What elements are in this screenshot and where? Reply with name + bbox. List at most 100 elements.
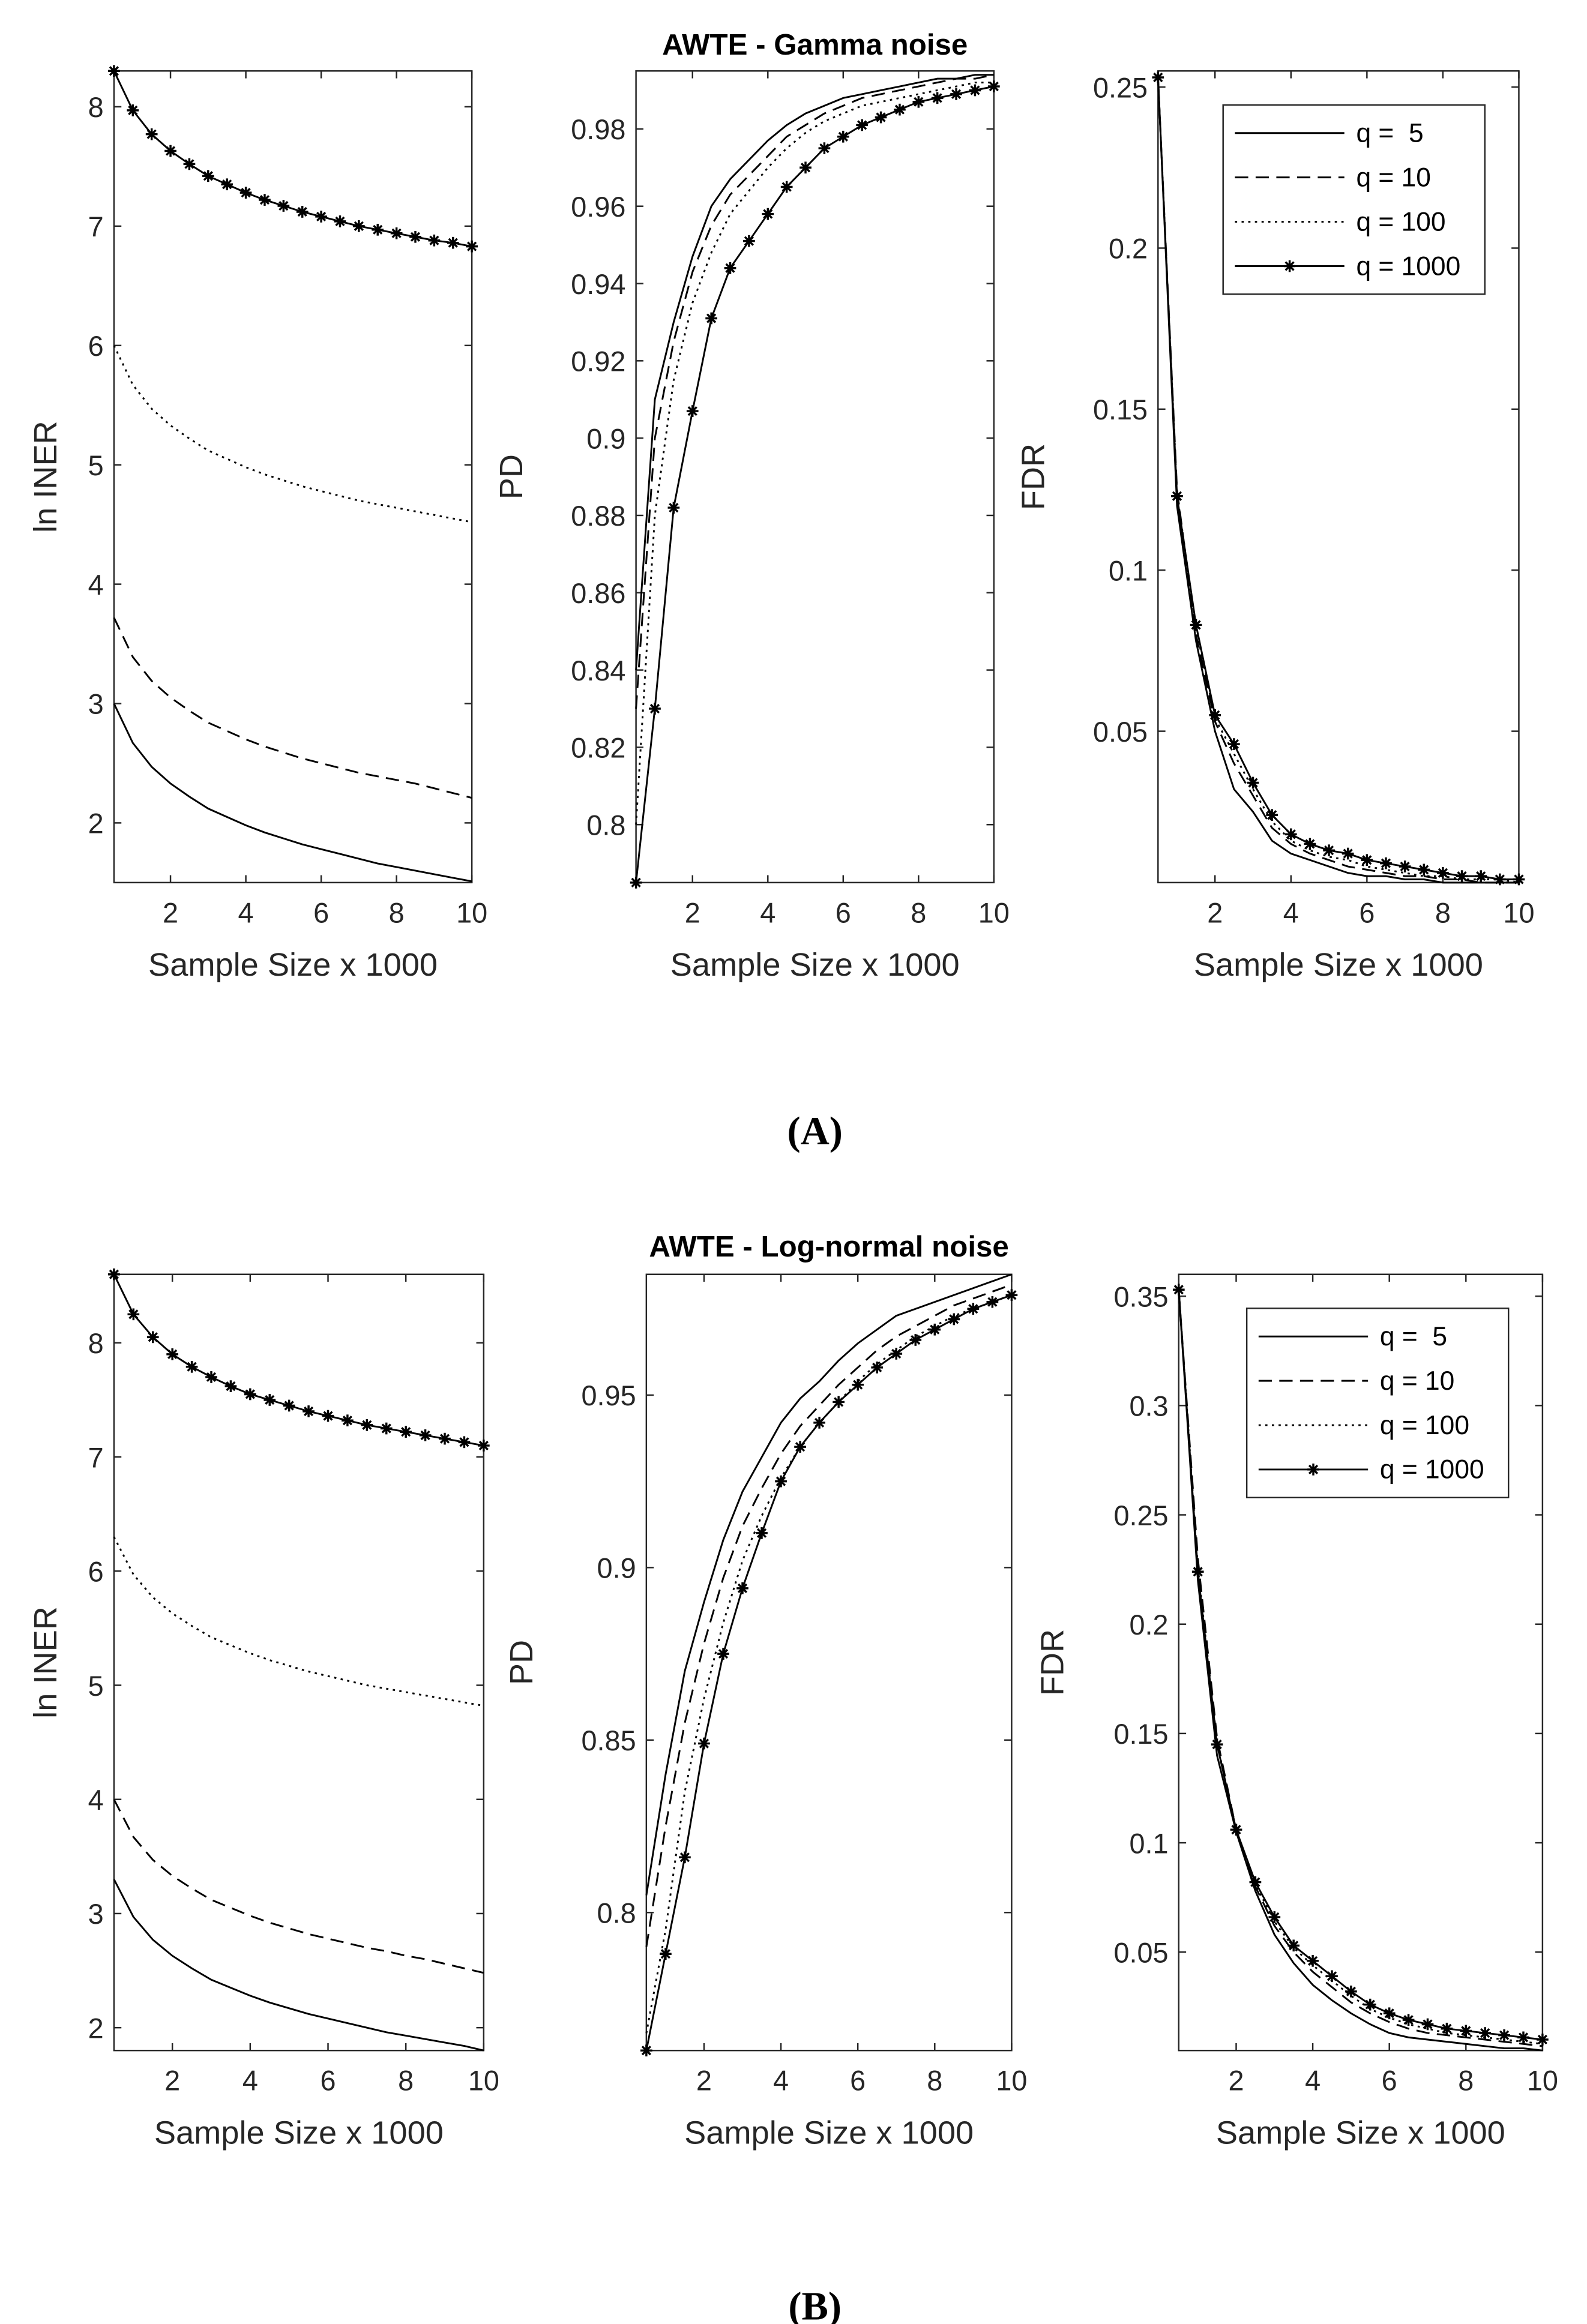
marker-stroke <box>1305 839 1315 849</box>
marker-stroke <box>187 1362 197 1372</box>
marker-stroke <box>222 179 232 190</box>
x-tick-label: 10 <box>996 2065 1027 2097</box>
marker-stroke <box>1495 874 1505 884</box>
marker-stroke <box>687 406 697 416</box>
y-tick-label: 3 <box>88 1899 104 1930</box>
marker-stroke <box>775 1476 786 1486</box>
marker-stroke <box>381 1423 391 1434</box>
data-point <box>833 1396 845 1408</box>
x-tick-label: 6 <box>320 2065 336 2097</box>
data-point <box>283 1399 295 1412</box>
data-point <box>428 234 441 247</box>
y-tick-label: 0.05 <box>1113 1937 1168 1968</box>
legend-label: q = 100 <box>1380 1411 1469 1440</box>
data-point <box>1268 1911 1281 1923</box>
data-point <box>183 158 196 170</box>
marker-stroke <box>1153 72 1163 83</box>
y-tick-label: 0.25 <box>1093 72 1148 103</box>
marker-stroke <box>1461 2026 1471 2036</box>
series-line <box>113 703 472 883</box>
data-point <box>1402 2014 1415 2026</box>
data-point <box>202 170 214 182</box>
marker-stroke <box>1248 778 1258 788</box>
marker-stroke <box>932 93 942 103</box>
data-point <box>800 161 812 174</box>
y-tick-label: 0.15 <box>1113 1719 1168 1750</box>
x-tick-label: 8 <box>927 2065 942 2097</box>
marker-stroke <box>876 112 886 122</box>
y-tick-label: 0.9 <box>597 1553 636 1584</box>
data-point <box>466 240 478 253</box>
data-point <box>698 1737 710 1750</box>
data-point <box>649 703 661 715</box>
marker-stroke <box>148 1332 158 1342</box>
data-point <box>1172 1284 1185 1296</box>
marker-stroke <box>1212 1739 1222 1750</box>
data-point <box>303 1405 315 1417</box>
data-point <box>1418 863 1430 876</box>
series-line <box>1178 1290 1543 2047</box>
marker-stroke <box>241 188 251 198</box>
marker-stroke <box>819 143 830 154</box>
series-line <box>113 617 472 799</box>
y-tick-label: 0.3 <box>1129 1391 1168 1422</box>
marker-stroke <box>1476 871 1486 881</box>
data-point <box>1284 828 1297 841</box>
marker-stroke <box>1343 848 1353 859</box>
x-tick-label: 10 <box>978 897 1010 928</box>
data-point <box>756 1527 768 1539</box>
data-point <box>1249 1876 1262 1888</box>
marker-stroke <box>838 131 848 142</box>
marker-stroke <box>744 236 754 246</box>
legend-label: q = 10 <box>1380 1366 1454 1396</box>
marker-stroke <box>800 163 811 173</box>
y-tick-label: 0.8 <box>597 1898 636 1929</box>
data-point <box>909 1334 922 1346</box>
data-point <box>409 230 421 243</box>
x-axis-label: Sample Size x 1000 <box>670 947 960 983</box>
marker-stroke <box>1362 855 1372 865</box>
y-tick-label: 0.2 <box>1109 233 1148 265</box>
data-point <box>894 103 906 116</box>
marker-stroke <box>184 159 194 169</box>
x-tick-label: 6 <box>313 897 329 928</box>
marker-stroke <box>459 1437 469 1447</box>
y-tick-label: 0.85 <box>582 1725 636 1756</box>
y-tick-label: 0.1 <box>1129 1828 1168 1859</box>
x-tick-label: 6 <box>1359 897 1375 928</box>
y-tick-label: 6 <box>88 331 104 362</box>
data-point <box>1342 847 1354 860</box>
y-tick-label: 0.86 <box>571 578 625 609</box>
legend: q = 5 q = 10 q = 100 q = 1000 <box>1245 1308 1510 1499</box>
data-point <box>315 211 327 223</box>
marker-stroke <box>354 221 364 231</box>
data-point <box>1211 1738 1223 1750</box>
y-tick-label: 0.82 <box>571 733 625 764</box>
marker-stroke <box>1499 2030 1510 2040</box>
marker-stroke <box>316 211 327 222</box>
data-point <box>686 405 699 417</box>
data-point <box>724 262 736 274</box>
y-tick-label: 0.95 <box>582 1380 636 1411</box>
legend-label: q = 100 <box>1356 207 1445 236</box>
data-point <box>875 111 887 124</box>
data-point <box>259 194 271 206</box>
x-tick-label: 8 <box>389 897 405 928</box>
data-point <box>145 128 158 140</box>
marker-stroke <box>660 1949 671 1959</box>
marker-stroke <box>756 1528 767 1539</box>
x-tick-label: 2 <box>164 2065 180 2097</box>
data-point <box>871 1362 884 1374</box>
data-point <box>1152 71 1164 83</box>
marker-stroke <box>1327 1971 1337 1981</box>
marker-stroke <box>631 877 641 887</box>
series-line <box>1157 77 1519 884</box>
y-axis-label: ln INER <box>28 1606 64 1719</box>
legend-label: q = 5 <box>1356 119 1423 148</box>
data-point <box>1345 1985 1357 1998</box>
marker-stroke <box>795 1442 806 1452</box>
marker-stroke <box>323 1411 333 1421</box>
series-line <box>1178 1290 1543 2052</box>
data-point <box>967 1303 980 1315</box>
